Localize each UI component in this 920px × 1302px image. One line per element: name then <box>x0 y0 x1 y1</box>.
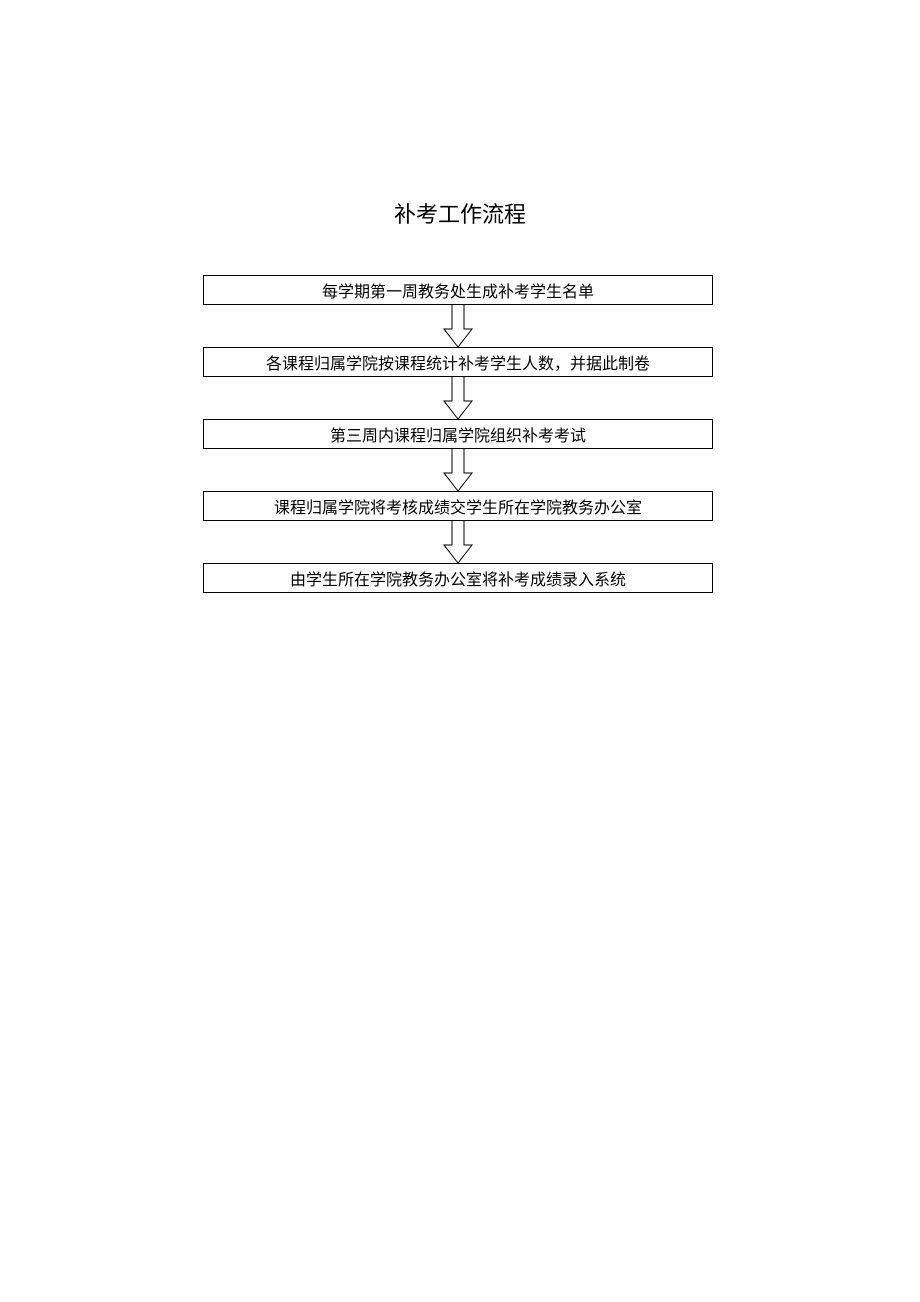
flow-step-4-label: 课程归属学院将考核成绩交学生所在学院教务办公室 <box>274 494 642 518</box>
down-arrow-icon <box>438 449 478 491</box>
down-arrow-icon <box>438 521 478 563</box>
arrow-1 <box>203 305 713 347</box>
flow-step-5-label: 由学生所在学院教务办公室将补考成绩录入系统 <box>290 566 626 590</box>
arrow-4 <box>203 521 713 563</box>
flow-step-5: 由学生所在学院教务办公室将补考成绩录入系统 <box>203 563 713 593</box>
flow-step-4: 课程归属学院将考核成绩交学生所在学院教务办公室 <box>203 491 713 521</box>
down-arrow-icon <box>438 377 478 419</box>
flow-step-3-label: 第三周内课程归属学院组织补考考试 <box>330 422 586 446</box>
flowchart-container: 每学期第一周教务处生成补考学生名单 各课程归属学院按课程统计补考学生人数，并据此… <box>203 275 713 593</box>
flow-step-1: 每学期第一周教务处生成补考学生名单 <box>203 275 713 305</box>
flow-step-1-label: 每学期第一周教务处生成补考学生名单 <box>322 278 594 302</box>
flow-step-3: 第三周内课程归属学院组织补考考试 <box>203 419 713 449</box>
flow-step-2-label: 各课程归属学院按课程统计补考学生人数，并据此制卷 <box>266 350 650 374</box>
down-arrow-icon <box>438 305 478 347</box>
flowchart-title: 补考工作流程 <box>0 197 920 229</box>
arrow-3 <box>203 449 713 491</box>
flow-step-2: 各课程归属学院按课程统计补考学生人数，并据此制卷 <box>203 347 713 377</box>
arrow-2 <box>203 377 713 419</box>
